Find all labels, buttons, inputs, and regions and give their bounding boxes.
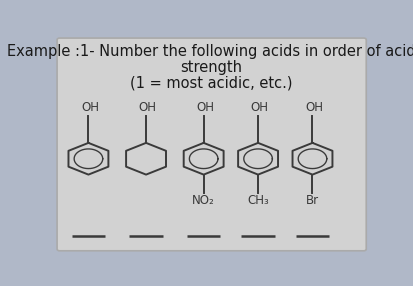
Text: OH: OH (139, 101, 157, 114)
Text: OH: OH (81, 101, 99, 114)
Text: Example :1- Number the following acids in order of acid: Example :1- Number the following acids i… (7, 44, 413, 59)
Text: OH: OH (305, 101, 323, 114)
FancyBboxPatch shape (57, 38, 366, 251)
Text: CH₃: CH₃ (247, 194, 269, 207)
Text: Br: Br (306, 194, 319, 207)
Text: OH: OH (251, 101, 269, 114)
Text: NO₂: NO₂ (192, 194, 215, 207)
Text: strength: strength (180, 60, 243, 75)
Text: OH: OH (196, 101, 214, 114)
Text: (1 = most acidic, etc.): (1 = most acidic, etc.) (131, 75, 293, 90)
